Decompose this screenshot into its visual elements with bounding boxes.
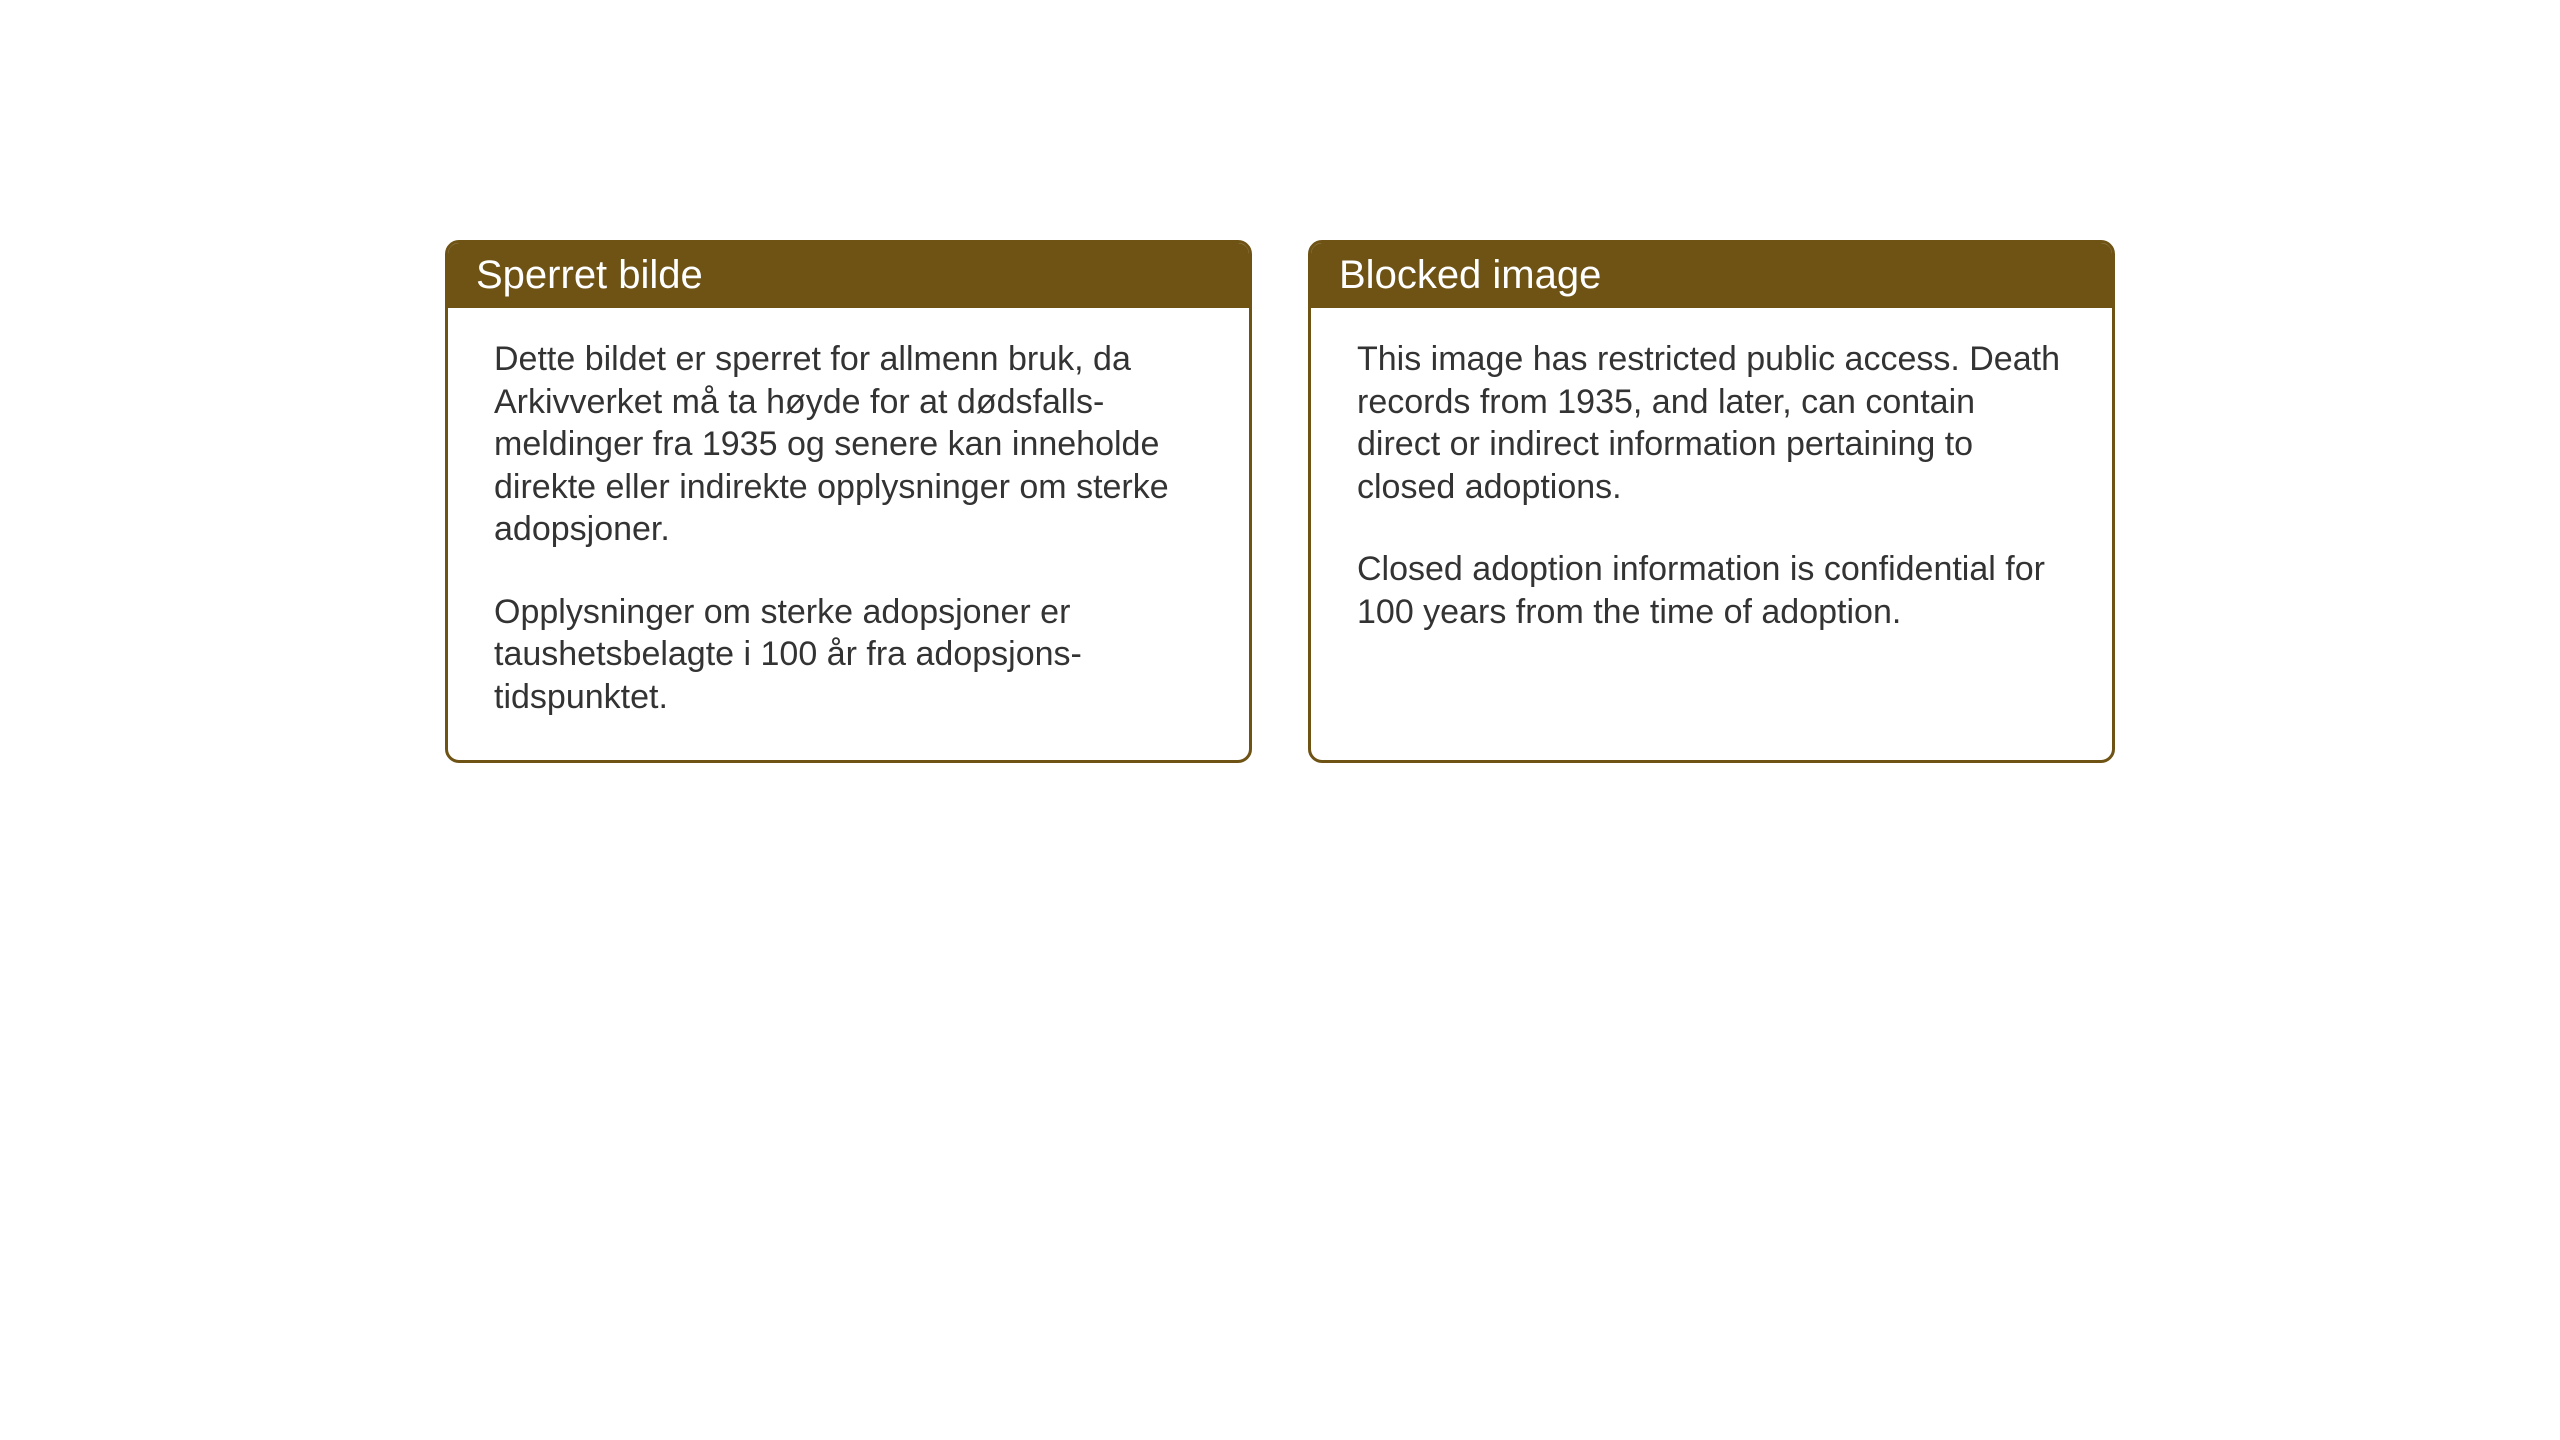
card-paragraph-english-2: Closed adoption information is confident… <box>1357 548 2066 633</box>
card-header-norwegian: Sperret bilde <box>448 243 1249 308</box>
card-header-english: Blocked image <box>1311 243 2112 308</box>
card-body-english: This image has restricted public access.… <box>1311 308 2112 675</box>
card-body-norwegian: Dette bildet er sperret for allmenn bruk… <box>448 308 1249 760</box>
card-paragraph-english-1: This image has restricted public access.… <box>1357 338 2066 508</box>
notice-card-english: Blocked image This image has restricted … <box>1308 240 2115 763</box>
card-paragraph-norwegian-1: Dette bildet er sperret for allmenn bruk… <box>494 338 1203 551</box>
notice-card-norwegian: Sperret bilde Dette bildet er sperret fo… <box>445 240 1252 763</box>
card-title-norwegian: Sperret bilde <box>476 253 703 297</box>
card-paragraph-norwegian-2: Opplysninger om sterke adopsjoner er tau… <box>494 591 1203 719</box>
notice-container: Sperret bilde Dette bildet er sperret fo… <box>445 240 2115 763</box>
card-title-english: Blocked image <box>1339 253 1601 297</box>
